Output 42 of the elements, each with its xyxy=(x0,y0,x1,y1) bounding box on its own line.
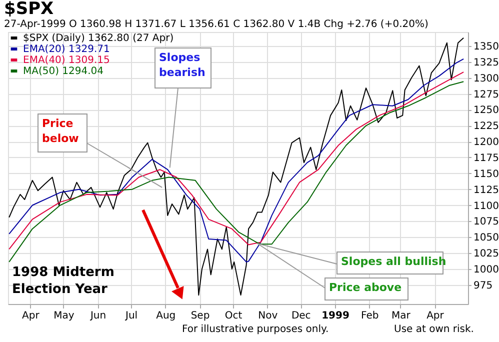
x-tick-label: Oct xyxy=(224,310,242,322)
annotation: Price above xyxy=(329,281,402,294)
y-tick-label: 1325 xyxy=(474,57,499,68)
y-tick-label: 1250 xyxy=(474,105,499,116)
y-tick-label: 1350 xyxy=(474,42,499,53)
y-tick-label: 1300 xyxy=(474,73,499,84)
annotation: 1998 Midterm Election Year xyxy=(12,265,114,297)
y-tick-label: 1225 xyxy=(474,121,499,132)
y-tick-label: 1200 xyxy=(474,137,499,148)
y-tick-label: 1100 xyxy=(474,200,499,212)
text: For illustrative purposes only. xyxy=(182,324,329,335)
x-tick-label: Mar xyxy=(391,310,412,322)
chart-subtitle: 27-Apr-1999 O 1360.98 H 1371.67 L 1356.61 C 1362.80 V 1.4B Chg +2.76 (+0.20%) xyxy=(4,19,428,30)
x-tick-label: Apr xyxy=(426,310,445,322)
x-tick-label: Nov xyxy=(258,310,278,322)
x-tick-label: 1999 xyxy=(322,310,350,322)
text: Use at own risk. xyxy=(394,324,474,335)
y-tick-label: 1150 xyxy=(474,168,499,180)
y-tick-label: 1050 xyxy=(474,232,499,244)
y-tick-label: 1275 xyxy=(474,89,499,100)
legend-label: EMA(20) 1329.71 xyxy=(23,44,110,55)
y-tick-label: 975 xyxy=(474,280,493,292)
x-tick-label: Aug xyxy=(156,310,176,322)
legend-label: EMA(40) 1309.15 xyxy=(23,55,110,66)
x-tick-label: Dec xyxy=(291,310,311,322)
annotation: Slopes all bullish xyxy=(341,255,446,268)
x-tick-label: Apr xyxy=(22,310,40,322)
y-tick-label: 1125 xyxy=(474,184,499,196)
legend-label: MA(50) 1294.04 xyxy=(23,66,104,77)
chart-title: $SPX xyxy=(4,0,54,19)
y-tick-label: 1025 xyxy=(474,248,499,260)
x-tick-label: Jun xyxy=(89,310,106,322)
y-tick-label: 1075 xyxy=(474,216,499,228)
y-tick-label: 1175 xyxy=(474,152,499,164)
y-tick-label: 1000 xyxy=(474,264,499,276)
x-tick-label: Sep xyxy=(190,310,210,322)
annotation: Slopes bearish xyxy=(159,51,206,79)
legend-label: $SPX (Daily) 1362.80 (27 Apr) xyxy=(23,33,174,44)
x-tick-label: Feb xyxy=(360,310,379,322)
annotation: Price below xyxy=(42,117,79,145)
x-tick-label: Jul xyxy=(124,310,138,322)
x-tick-label: May xyxy=(54,310,74,322)
